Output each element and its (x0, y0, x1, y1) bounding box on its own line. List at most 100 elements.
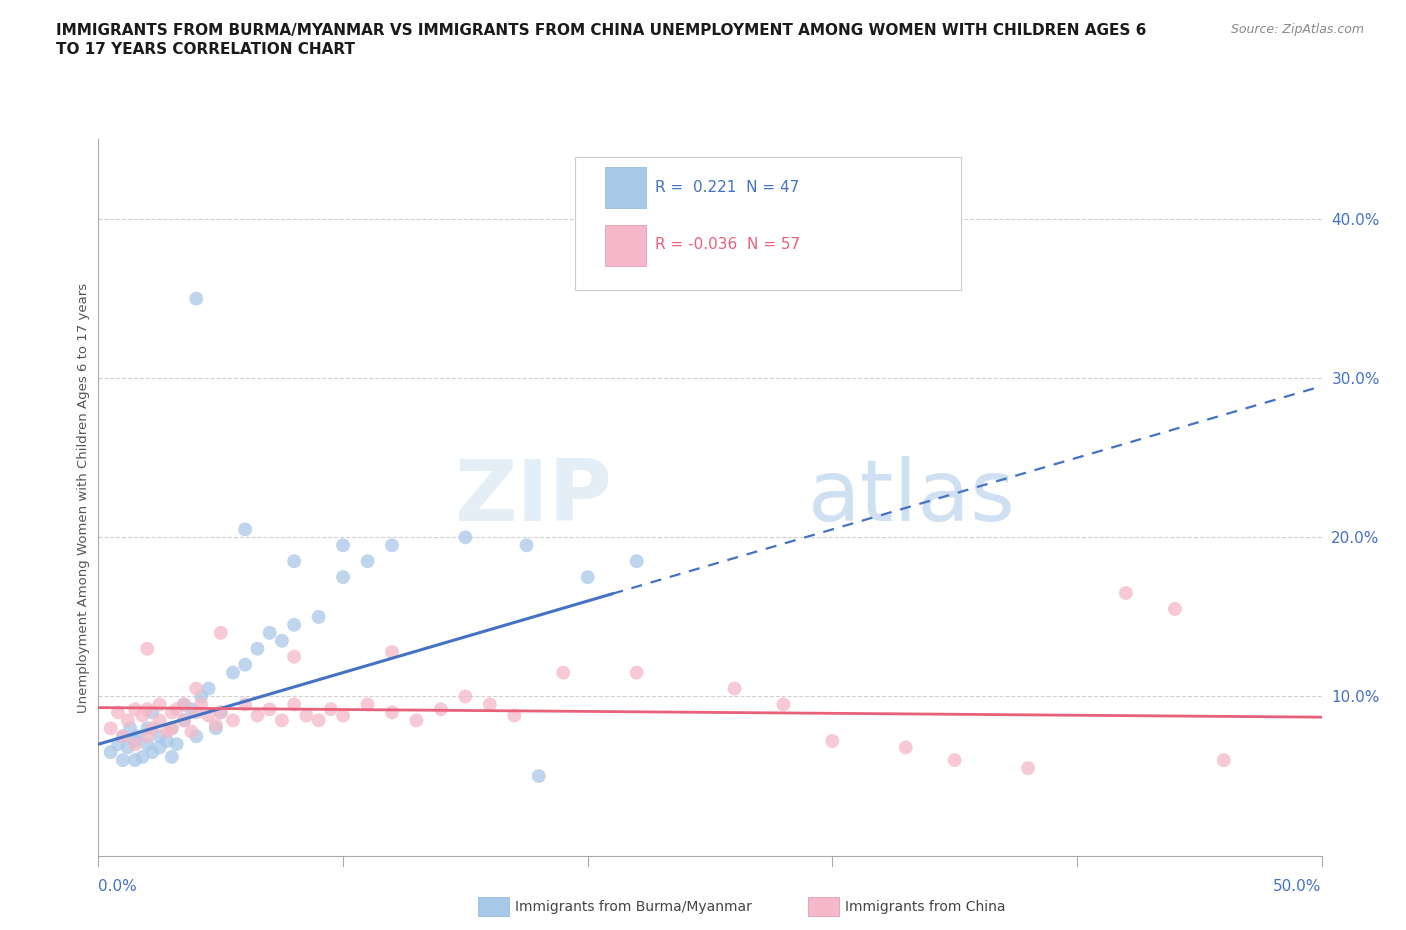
Point (190, 689, 212, 704)
Point (136, 702, 159, 717)
Point (308, 713, 330, 728)
Point (117, 713, 139, 728)
Point (124, 734, 146, 749)
Text: TO 17 YEARS CORRELATION CHART: TO 17 YEARS CORRELATION CHART (56, 42, 356, 57)
Point (205, 721, 228, 736)
Point (205, 718, 228, 733)
Point (222, 665, 245, 680)
Point (381, 705, 404, 720)
Point (160, 705, 183, 720)
Point (136, 642, 159, 657)
Point (141, 705, 163, 720)
Point (1164, 602, 1187, 617)
Point (283, 697, 305, 711)
Point (111, 729, 134, 744)
Point (259, 702, 281, 717)
Point (515, 538, 537, 552)
Point (136, 721, 159, 736)
Point (576, 570, 599, 585)
Point (209, 625, 232, 640)
Point (381, 644, 404, 659)
Point (259, 625, 281, 640)
Y-axis label: Unemployment Among Women with Children Ages 6 to 17 years: Unemployment Among Women with Children A… (77, 283, 90, 712)
Point (943, 752, 966, 767)
Point (295, 708, 318, 723)
Text: R = -0.036  N = 57: R = -0.036 N = 57 (655, 237, 800, 252)
Point (356, 553, 378, 568)
Point (197, 681, 219, 696)
Point (131, 708, 153, 723)
Bar (808, 897, 839, 916)
Point (149, 740, 172, 755)
Text: IMMIGRANTS FROM BURMA/MYANMAR VS IMMIGRANTS FROM CHINA UNEMPLOYMENT AMONG WOMEN : IMMIGRANTS FROM BURMA/MYANMAR VS IMMIGRA… (56, 23, 1147, 38)
Point (173, 713, 195, 728)
Text: Source: ZipAtlas.com: Source: ZipAtlas.com (1230, 23, 1364, 36)
Point (478, 697, 501, 711)
Point (233, 658, 256, 672)
Text: Immigrants from China: Immigrants from China (845, 899, 1005, 914)
Point (209, 705, 232, 720)
Point (180, 702, 202, 717)
Point (270, 713, 294, 728)
Text: R =  0.221  N = 47: R = 0.221 N = 47 (655, 180, 799, 195)
Point (149, 729, 172, 744)
Point (454, 530, 477, 545)
Point (772, 697, 794, 711)
FancyBboxPatch shape (605, 167, 647, 208)
Point (197, 708, 219, 723)
Point (233, 522, 256, 537)
Text: 50.0%: 50.0% (1274, 879, 1322, 894)
Point (173, 697, 195, 711)
Point (894, 740, 917, 755)
Point (156, 734, 179, 749)
Point (149, 713, 172, 728)
Point (222, 713, 245, 728)
Point (124, 737, 146, 751)
Point (100, 745, 122, 760)
Point (332, 538, 354, 552)
Point (149, 697, 172, 711)
Point (233, 697, 256, 711)
Point (405, 713, 427, 728)
Point (166, 737, 188, 751)
Point (156, 724, 179, 739)
Point (186, 291, 208, 306)
Point (141, 721, 163, 736)
FancyBboxPatch shape (605, 225, 647, 266)
Point (107, 737, 129, 751)
Point (180, 724, 202, 739)
Point (723, 681, 745, 696)
FancyBboxPatch shape (575, 157, 960, 290)
Point (356, 697, 378, 711)
Point (186, 705, 208, 720)
Point (1017, 761, 1039, 776)
Point (1115, 586, 1137, 601)
Point (141, 745, 163, 760)
Point (209, 705, 232, 720)
Point (124, 752, 146, 767)
Point (270, 633, 294, 648)
Text: Immigrants from Burma/Myanmar: Immigrants from Burma/Myanmar (515, 899, 751, 914)
Point (160, 750, 183, 764)
Point (100, 721, 122, 736)
Point (186, 729, 208, 744)
Point (430, 702, 453, 717)
Point (111, 752, 134, 767)
Point (246, 708, 269, 723)
Point (136, 729, 159, 744)
Point (332, 570, 354, 585)
Point (186, 681, 208, 696)
Point (283, 553, 305, 568)
Point (111, 729, 134, 744)
Point (160, 721, 183, 736)
Point (332, 708, 354, 723)
Point (166, 702, 188, 717)
Point (107, 705, 129, 720)
Text: 0.0%: 0.0% (98, 879, 138, 894)
Point (553, 665, 575, 680)
Point (319, 702, 342, 717)
Point (283, 649, 305, 664)
Point (120, 721, 142, 736)
Point (190, 697, 212, 711)
Point (117, 740, 139, 755)
